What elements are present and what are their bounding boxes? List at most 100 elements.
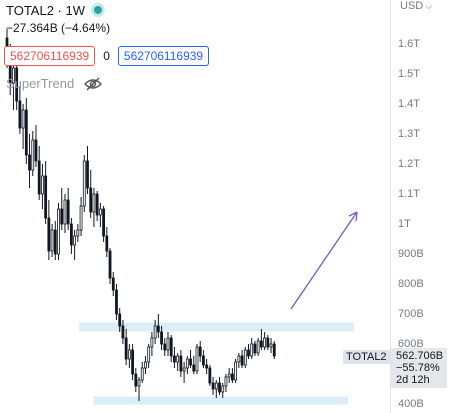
candle-body <box>63 199 67 225</box>
candle <box>127 344 131 368</box>
price-axis[interactable] <box>390 0 452 413</box>
candle-body <box>92 193 96 213</box>
candle <box>224 374 228 392</box>
candle <box>102 206 105 242</box>
buy-button[interactable]: 562706116939 <box>117 46 210 66</box>
candle-body <box>189 358 192 366</box>
candle-body <box>44 175 48 219</box>
candle-body <box>82 160 86 207</box>
candle-body <box>205 364 209 369</box>
candle <box>18 86 22 134</box>
candle-body <box>192 364 196 372</box>
axis-tick-label: 700B <box>398 308 424 320</box>
candle <box>73 230 77 260</box>
candle <box>37 146 41 200</box>
candle <box>111 272 115 296</box>
candle <box>86 146 89 194</box>
candle <box>266 335 270 350</box>
candle <box>256 338 260 356</box>
candle-body <box>86 160 89 189</box>
candle <box>82 155 86 212</box>
sell-button[interactable]: 562706116939 <box>4 46 96 66</box>
candle <box>66 188 70 230</box>
candle <box>247 344 250 359</box>
candle-body <box>259 340 263 348</box>
candle <box>202 350 205 368</box>
candle <box>221 383 225 398</box>
axis-tick-label: 1.2T <box>398 158 421 170</box>
candle-body <box>240 355 244 366</box>
candle <box>105 227 109 257</box>
candle-body <box>115 289 118 315</box>
currency-label[interactable]: USD <box>400 0 424 12</box>
axis-tick-label: 1.5T <box>398 68 421 80</box>
chart-legend-title[interactable]: TOTAL2 · 1W <box>6 1 102 19</box>
axis-tick-label: 1.3T <box>398 128 421 140</box>
axis-tick-label: 400B <box>398 398 424 410</box>
candle <box>89 170 93 218</box>
candle-body <box>60 208 64 225</box>
candlesticks <box>5 29 276 401</box>
candle-body <box>18 100 22 129</box>
candle-body <box>272 343 276 357</box>
spread-value: 0 <box>103 49 110 63</box>
candle-body <box>21 109 25 129</box>
candle-body <box>269 343 273 348</box>
candle <box>211 377 215 395</box>
candle <box>205 359 209 374</box>
eye-off-icon[interactable] <box>84 77 103 91</box>
candle <box>79 197 83 236</box>
candle <box>272 341 276 359</box>
candle-body <box>147 346 151 363</box>
candle <box>34 125 38 167</box>
candle <box>118 308 122 332</box>
candle-body <box>237 355 241 363</box>
candle <box>173 347 176 368</box>
last-price: 562.706B <box>396 350 444 362</box>
candle-body <box>76 229 80 237</box>
candle <box>28 134 31 188</box>
chevron-down-icon: ⌵ <box>425 0 433 11</box>
candle <box>147 344 151 368</box>
indicator-name[interactable]: SuperTrend <box>6 76 75 91</box>
candle <box>230 368 234 383</box>
candle <box>253 341 257 356</box>
symbol-price-tag: TOTAL2 <box>343 350 390 364</box>
candle <box>70 218 73 254</box>
candle <box>121 320 125 344</box>
candle <box>243 347 247 368</box>
candle-body <box>176 355 180 363</box>
candle <box>115 284 118 320</box>
candle-body <box>79 205 83 231</box>
candle-body <box>137 379 141 387</box>
candle <box>182 362 186 383</box>
candle-body <box>118 313 122 327</box>
candle-body <box>34 139 38 162</box>
order-panel: 562706116939 0 562706116939 <box>4 46 210 66</box>
candle-body <box>230 373 234 381</box>
currency-selector[interactable]: USD ⌵ <box>400 0 432 12</box>
candle-body <box>250 343 254 357</box>
candle <box>76 224 80 242</box>
candle-body <box>41 175 44 195</box>
candle <box>92 188 96 227</box>
candle-body <box>227 373 231 378</box>
candle-body <box>182 367 186 372</box>
arrow-shaft <box>290 211 358 310</box>
candle-body <box>150 337 154 348</box>
candle <box>195 344 199 374</box>
candle-body <box>234 361 238 381</box>
candle-body <box>98 208 102 216</box>
candle <box>192 356 196 374</box>
candle <box>57 203 60 260</box>
support-resistance-zones <box>79 322 355 405</box>
symbol-timeframe[interactable]: TOTAL2 · 1W <box>6 2 85 18</box>
candle-body <box>166 337 170 351</box>
market-open-dot-icon <box>93 6 102 14</box>
candle-body <box>247 349 250 357</box>
indicator-legend[interactable]: SuperTrend <box>6 76 103 91</box>
candle-body <box>102 208 105 237</box>
candle-body <box>105 235 109 252</box>
axis-tick-label: 800B <box>398 278 424 290</box>
